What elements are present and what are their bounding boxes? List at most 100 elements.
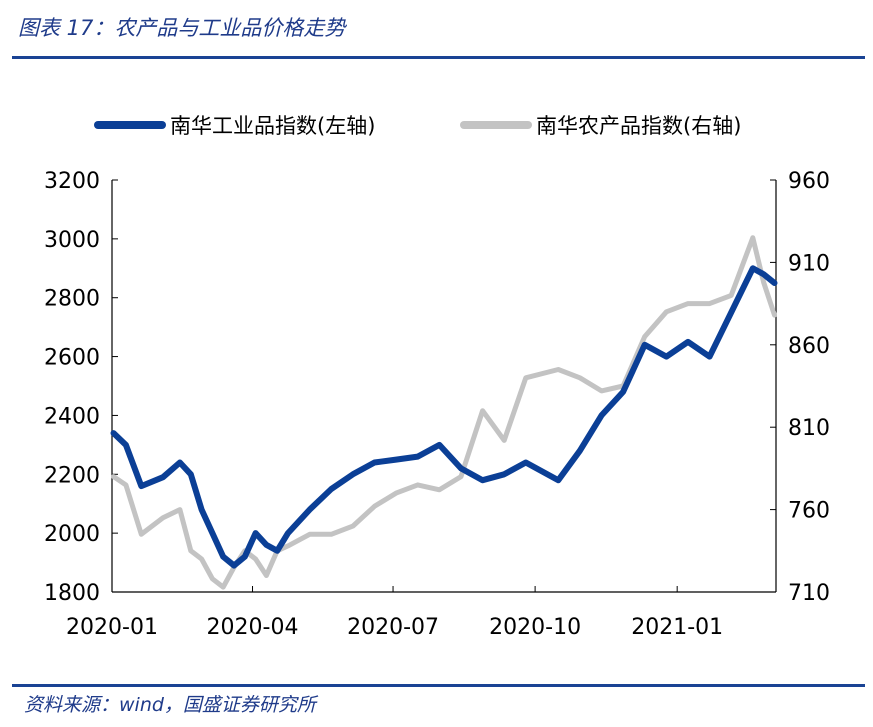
agricultural-data-point — [503, 439, 506, 442]
agricultural-data-point — [352, 525, 354, 527]
y-left-tick-label: 2200 — [44, 463, 100, 488]
x-tick-label: 2020-10 — [489, 615, 581, 640]
industrial-data-point — [211, 532, 214, 534]
industrial-data-point — [200, 508, 203, 511]
agricultural-data-point — [395, 492, 397, 494]
industrial-data-point — [708, 355, 711, 358]
industrial-data-point — [287, 532, 289, 534]
agricultural-data-point — [752, 236, 754, 239]
y-left-tick-label: 2000 — [44, 522, 100, 547]
agricultural-data-point — [708, 302, 711, 305]
industrial-data-point — [162, 476, 164, 479]
agricultural-data-point — [557, 368, 560, 371]
industrial-data-point — [233, 564, 235, 567]
agricultural-data-point — [190, 550, 192, 552]
x-tick-label: 2020-07 — [347, 615, 439, 640]
agricultural-data-point — [211, 578, 214, 580]
axes: 3200 3000 2800 2600 2400 2200 2000 1800 960 910 86… — [44, 169, 830, 640]
y-left-tick-label: 2800 — [44, 287, 100, 312]
chart: 南华工业品指数(左轴) 南华农产品指数(右轴) 3200 3000 2800 2600… — [44, 114, 830, 640]
agricultural-data-point — [665, 311, 668, 313]
agricultural-data-point — [687, 302, 689, 305]
source-note: 资料来源：wind，国盛证券研究所 — [24, 694, 316, 716]
agricultural-data-point — [125, 484, 127, 486]
agricultural-data-point — [179, 508, 181, 511]
industrial-data-point — [125, 444, 127, 446]
y-right-tick-label: 760 — [788, 499, 830, 524]
agricultural-data-point — [481, 409, 484, 412]
agricultural-data-point — [265, 574, 268, 577]
industrial-data-point — [254, 532, 257, 534]
industrial-data-point — [460, 467, 462, 470]
industrial-data-point — [190, 473, 192, 476]
agricultural-data-point — [579, 377, 581, 379]
industrial-data-point — [600, 414, 603, 417]
industrial-data-point — [330, 488, 333, 490]
y-left-tick-label: 3200 — [44, 169, 100, 194]
industrial-data-point — [308, 508, 311, 511]
series-line-agricultural — [111, 235, 777, 590]
industrial-data-point — [244, 555, 246, 558]
agricultural-data-point — [730, 294, 732, 297]
industrial-data-point — [622, 391, 624, 393]
agricultural-data-point — [416, 484, 419, 486]
agricultural-data-point — [438, 489, 441, 491]
industrial-data-point — [773, 282, 776, 284]
industrial-data-point — [525, 461, 527, 464]
industrial-data-point — [687, 341, 689, 343]
legend-label-industrial: 南华工业品指数(左轴) — [170, 114, 375, 138]
y-right-tick-label: 960 — [788, 169, 830, 194]
agricultural-data-point — [600, 390, 603, 392]
industrial-data-point — [665, 355, 668, 358]
industrial-data-point — [438, 444, 441, 446]
agricultural-data-point — [643, 335, 646, 338]
y-right-tick-label: 860 — [788, 334, 830, 359]
figure-title: 图表 17：农产品与工业品价格走势 — [18, 16, 346, 40]
agricultural-data-point — [525, 377, 527, 379]
footer-rule — [12, 684, 865, 687]
industrial-data-point — [276, 550, 279, 552]
industrial-data-point — [503, 473, 506, 476]
agricultural-data-point — [287, 545, 289, 547]
y-right-tick-label: 910 — [788, 251, 830, 276]
agricultural-data-point — [460, 475, 462, 478]
industrial-data-point — [643, 344, 646, 346]
agricultural-data-point — [330, 533, 333, 536]
y-right-tick-label: 710 — [788, 581, 830, 606]
industrial-data-point — [373, 461, 376, 464]
industrial-data-point — [395, 458, 397, 461]
series-layer — [110, 235, 778, 590]
x-tick-label: 2021-01 — [631, 615, 723, 640]
industrial-data-point — [265, 544, 268, 546]
y-left-tick-label: 3000 — [44, 228, 100, 253]
y-left-tick-label: 2400 — [44, 404, 100, 429]
header-rule — [12, 56, 865, 59]
agricultural-data-point — [162, 517, 164, 519]
agricultural-data-point — [254, 558, 257, 560]
y-left-tick-label: 1800 — [44, 581, 100, 606]
legend: 南华工业品指数(左轴) 南华农产品指数(右轴) — [94, 114, 741, 138]
agricultural-data-point — [222, 586, 224, 588]
industrial-data-point — [112, 432, 115, 434]
industrial-data-point — [481, 479, 484, 482]
series-line-industrial — [110, 265, 778, 569]
agricultural-data-point — [373, 505, 376, 508]
agricultural-data-point — [140, 533, 143, 536]
industrial-data-point — [222, 555, 224, 558]
x-tick-label: 2020-01 — [66, 615, 158, 640]
agricultural-data-point — [112, 475, 115, 478]
y-left-tick-label: 2600 — [44, 346, 100, 371]
agricultural-data-point — [200, 558, 203, 560]
industrial-data-point — [179, 461, 181, 464]
industrial-data-point — [752, 267, 754, 270]
industrial-data-point — [352, 473, 354, 476]
industrial-data-point — [730, 311, 732, 314]
industrial-data-point — [140, 485, 143, 487]
industrial-data-point — [762, 273, 765, 276]
industrial-data-point — [416, 455, 419, 458]
agricultural-data-point — [308, 533, 311, 536]
industrial-data-point — [579, 449, 581, 452]
legend-label-agricultural: 南华农产品指数(右轴) — [536, 114, 741, 138]
agricultural-data-point — [773, 314, 776, 316]
agricultural-data-point — [762, 281, 765, 284]
